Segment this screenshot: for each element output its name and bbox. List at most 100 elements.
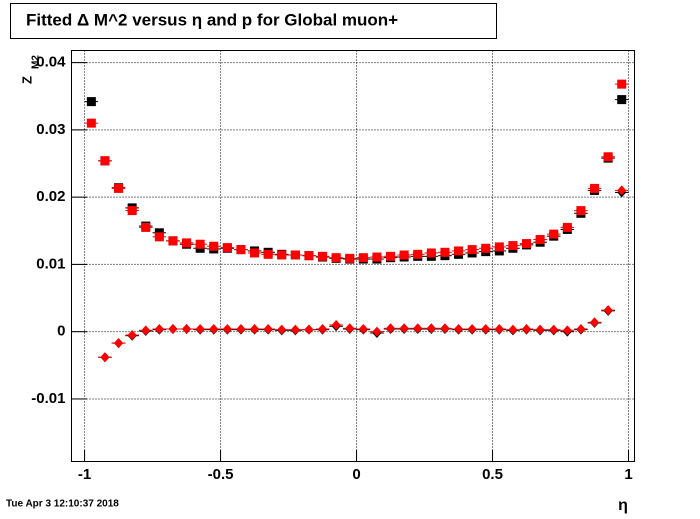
diamond-marker: [481, 323, 491, 334]
x-tick-label: -0.5: [208, 466, 234, 483]
data-point: [206, 241, 221, 251]
data-point: [302, 251, 316, 261]
data-point: [329, 253, 343, 263]
data-point: [370, 252, 384, 262]
data-point: [614, 95, 629, 105]
diamond-marker: [399, 323, 409, 334]
diamond-marker: [236, 323, 246, 334]
data-point: [465, 323, 479, 334]
x-tick-label: 0: [352, 466, 360, 483]
data-point: [220, 243, 235, 253]
square-marker: [399, 250, 409, 260]
data-point: [506, 324, 520, 335]
diamond-marker: [413, 323, 423, 334]
timestamp: Tue Apr 3 12:10:37 2018: [6, 499, 119, 510]
data-point: [356, 323, 371, 334]
square-marker: [386, 251, 396, 261]
diamond-marker: [182, 323, 192, 334]
y-tick-label: 0.04: [36, 54, 66, 71]
square-marker: [467, 245, 477, 255]
data-point: [465, 245, 479, 255]
title-box: [10, 3, 497, 39]
diamond-marker: [331, 319, 341, 330]
square-marker: [154, 232, 164, 242]
data-point: [166, 323, 180, 334]
square-marker: [100, 156, 110, 166]
data-point: [98, 156, 112, 166]
data-point: [424, 323, 439, 334]
data-point: [519, 323, 534, 334]
diamond-marker: [603, 305, 613, 316]
data-point: [478, 323, 493, 334]
square-marker: [86, 97, 96, 107]
data-point: [614, 79, 629, 89]
data-point: [601, 305, 615, 316]
square-marker: [358, 253, 368, 263]
square-marker: [304, 251, 314, 261]
data-point: [234, 323, 248, 334]
square-marker: [141, 222, 151, 232]
diamond-marker: [195, 323, 205, 334]
square-marker: [263, 249, 273, 259]
data-point: [614, 185, 629, 196]
square-marker: [277, 250, 287, 260]
diamond-marker: [304, 324, 314, 335]
diamond-marker: [263, 323, 273, 334]
data-point: [438, 247, 452, 257]
data-point: [193, 239, 207, 249]
square-marker: [182, 238, 192, 248]
square-marker: [222, 243, 232, 253]
y-axis-label: Z: [19, 76, 34, 84]
square-marker: [168, 236, 178, 246]
data-point: [302, 324, 316, 335]
diamond-marker: [535, 324, 545, 335]
diamond-marker: [508, 324, 518, 335]
diamond-marker: [127, 330, 137, 341]
square-marker: [494, 242, 504, 252]
data-point: [111, 338, 126, 349]
diamond-marker: [426, 323, 436, 334]
diamond-marker: [454, 323, 464, 334]
y-tick-label: 0.02: [36, 188, 65, 205]
data-point: [560, 222, 575, 232]
data-point: [274, 324, 289, 335]
data-point: [410, 249, 425, 259]
data-point: [234, 245, 248, 255]
data-point: [587, 317, 602, 328]
data-point: [601, 152, 615, 162]
data-point: [84, 97, 99, 107]
diamond-marker: [209, 323, 219, 334]
data-point: [478, 243, 493, 253]
x-axis-label: η: [618, 497, 628, 514]
diamond-marker: [141, 325, 151, 336]
y-tick-label: 0.03: [36, 121, 65, 138]
square-marker: [576, 206, 586, 216]
data-point: [179, 323, 194, 334]
diamond-marker: [467, 323, 477, 334]
data-point: [125, 206, 139, 216]
diamond-marker: [100, 352, 110, 363]
diamond-marker: [590, 317, 600, 328]
data-point: [261, 249, 275, 259]
data-point: [492, 242, 507, 252]
x-tick-label: -1: [78, 466, 91, 483]
data-point: [247, 323, 262, 334]
y-tick-label: 0: [57, 323, 65, 340]
data-point: [220, 323, 235, 334]
data-point: [125, 330, 139, 341]
plot-frame: [71, 50, 635, 462]
square-marker: [426, 248, 436, 258]
data-point: [533, 235, 547, 245]
square-marker: [290, 250, 300, 260]
data-point: [546, 324, 561, 335]
data-point: [574, 323, 588, 334]
data-point: [533, 324, 547, 335]
data-point: [193, 323, 207, 334]
data-point: [98, 352, 112, 363]
square-marker: [590, 183, 600, 193]
square-marker: [236, 245, 246, 255]
diamond-marker: [617, 185, 627, 196]
square-marker: [454, 246, 464, 256]
square-marker: [603, 152, 613, 162]
